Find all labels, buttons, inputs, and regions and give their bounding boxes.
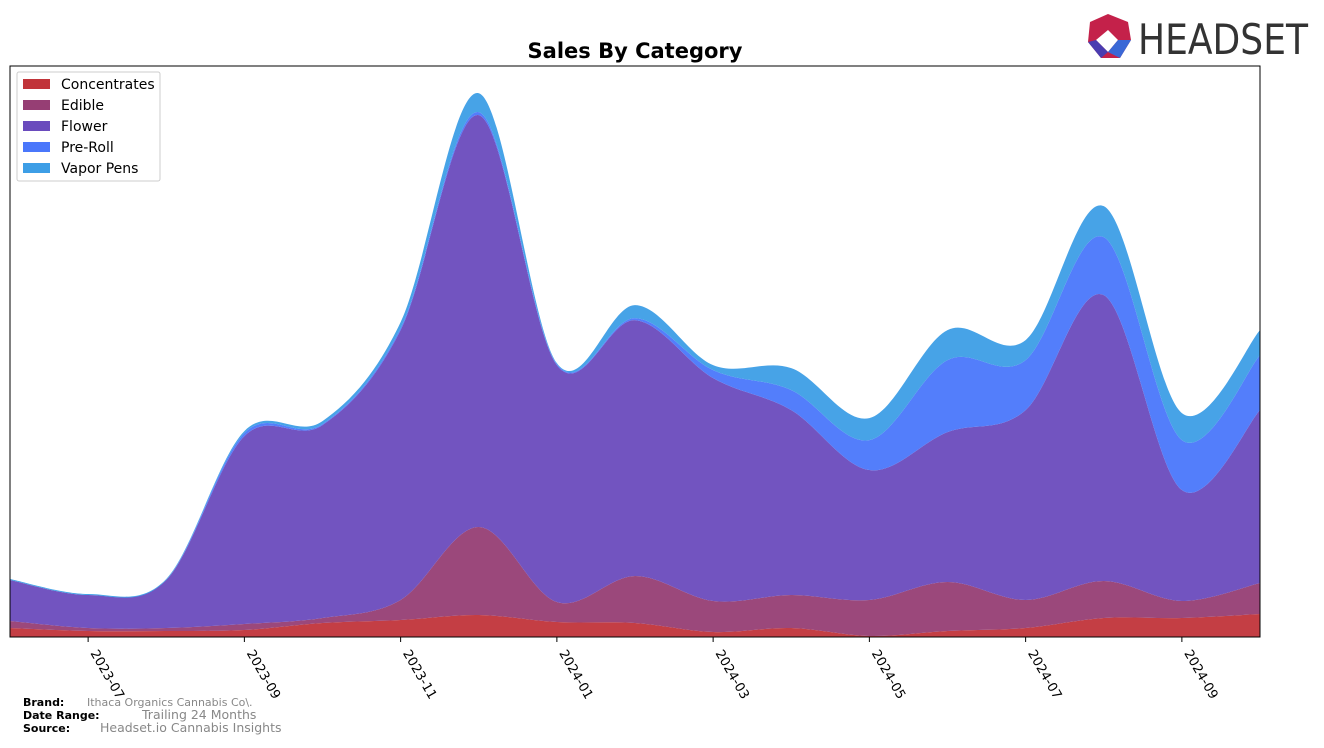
legend: Concentrates Edible Flower Pre-Roll Vapor Pe… [16,71,161,182]
x-tick-label: 2024-03 [712,648,752,703]
footer-value: Ithaca Organics Cannabis Co\. [87,696,253,709]
x-tick-label: 2024-05 [868,648,908,703]
footer-label: Source: [23,722,70,735]
legend-swatch [23,79,50,89]
legend-label: Pre-Roll [61,140,114,156]
footer-value: Headset.io Cannabis Insights [100,720,282,735]
area [10,614,1260,637]
legend-label: Vapor Pens [61,161,138,177]
legend-swatch [23,121,50,131]
logo-icon-part [1108,40,1131,58]
x-tick-label: 2024-09 [1180,648,1220,703]
x-tick-label: 2023-07 [87,648,127,703]
footer-label: Brand: [23,696,64,709]
x-tick-label: 2024-07 [1024,648,1064,703]
footer-value: Trailing 24 Months [141,707,256,722]
logo-text: HEADSET [1138,15,1308,64]
legend-swatch [23,100,50,110]
chart-title: Sales By Category [528,39,743,63]
legend-box [16,71,161,182]
legend-swatch [23,163,50,173]
footer: Brand: Ithaca Organics Cannabis Co\. Dat… [23,696,282,735]
logo: HEADSET [1088,14,1308,64]
x-tick-label: 2023-11 [399,648,439,703]
legend-label: Concentrates [61,77,155,93]
legend-label: Flower [61,119,108,135]
logo-icon-inner [1096,30,1118,52]
area [10,115,1260,629]
legend-label: Edible [61,98,104,114]
x-tick-label: 2024-01 [555,648,595,703]
plot-frame [9,65,1261,638]
area [10,527,1260,637]
x-tick-label: 2023-09 [243,648,283,703]
footer-label: Date Range: [23,709,100,722]
legend-swatch [23,142,50,152]
logo-icon-part [1088,40,1108,58]
